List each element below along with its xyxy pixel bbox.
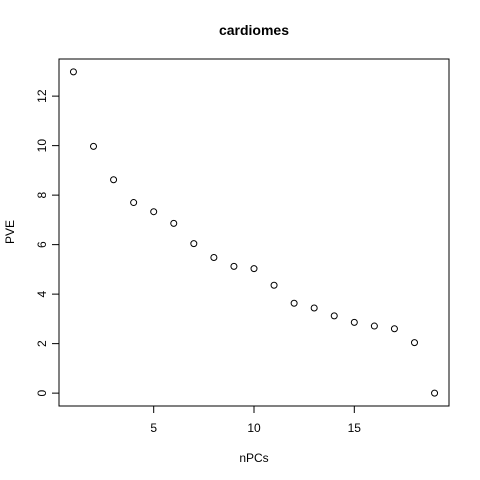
y-tick-label: 0: [35, 389, 49, 396]
data-point: [370, 322, 378, 330]
data-points: [69, 68, 439, 397]
data-point: [330, 312, 338, 320]
data-point: [390, 325, 398, 333]
x-tick-label: 10: [247, 421, 261, 435]
x-axis: 5 10 15: [150, 405, 362, 435]
data-point: [90, 142, 98, 150]
data-point: [69, 68, 77, 76]
data-point: [170, 219, 178, 227]
data-point: [130, 199, 138, 207]
y-tick-label: 2: [35, 340, 49, 347]
data-point: [210, 253, 218, 261]
data-point: [190, 240, 198, 248]
chart-title: cardiomes: [219, 22, 289, 38]
data-point: [290, 299, 298, 307]
data-point: [310, 304, 318, 312]
data-point: [431, 389, 439, 397]
x-axis-label: nPCs: [239, 451, 268, 465]
y-tick-label: 6: [35, 241, 49, 248]
data-point: [270, 281, 278, 289]
plot-frame: [58, 58, 450, 407]
y-tick-label: 8: [35, 191, 49, 198]
y-tick-label: 4: [35, 290, 49, 297]
y-axis-label: PVE: [3, 220, 17, 244]
data-point: [350, 318, 358, 326]
x-tick-label: 15: [348, 421, 362, 435]
data-point: [230, 262, 238, 270]
y-axis: 0 2 4 6 8 10 12: [35, 89, 60, 396]
y-tick-label: 12: [35, 89, 49, 103]
data-point: [410, 339, 418, 347]
data-point: [150, 208, 158, 216]
y-tick-label: 10: [35, 139, 49, 153]
data-point: [250, 265, 258, 273]
x-tick-label: 5: [150, 421, 157, 435]
data-point: [110, 176, 118, 184]
